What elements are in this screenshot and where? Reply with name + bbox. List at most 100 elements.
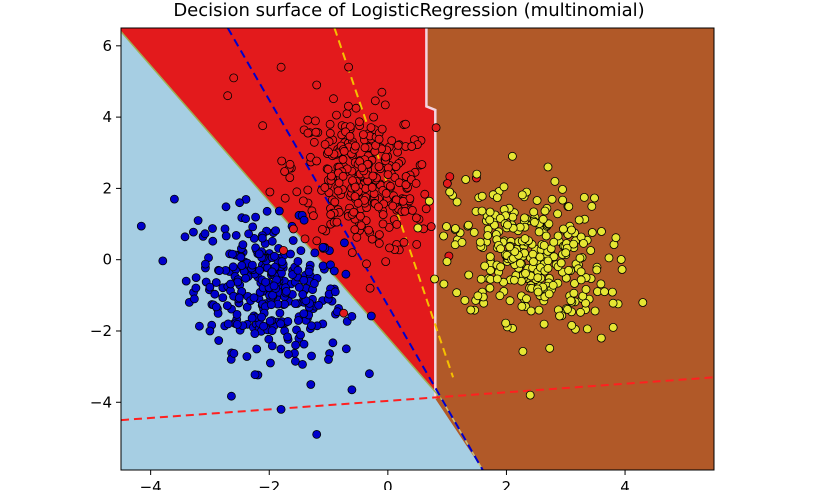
data-point	[314, 300, 324, 310]
data-point	[229, 73, 239, 83]
data-point	[298, 359, 307, 369]
data-point	[522, 294, 531, 304]
data-point	[298, 196, 308, 206]
data-point	[539, 319, 549, 329]
data-point	[505, 242, 515, 252]
data-point	[200, 229, 210, 239]
data-point	[431, 123, 441, 133]
data-point	[227, 249, 237, 259]
data-point	[357, 163, 367, 173]
data-point	[334, 178, 344, 188]
data-point	[279, 245, 288, 255]
data-point	[220, 224, 230, 234]
data-point	[616, 255, 626, 264]
data-point	[579, 238, 588, 248]
data-point	[318, 242, 328, 252]
chart-title: Decision surface of LogisticRegression (…	[173, 0, 645, 21]
data-point	[556, 258, 566, 268]
data-point	[520, 213, 529, 223]
data-point	[483, 231, 493, 240]
data-point	[252, 344, 262, 354]
data-point	[347, 385, 357, 395]
data-point	[477, 191, 487, 201]
data-point	[324, 147, 333, 157]
data-point	[350, 182, 360, 192]
data-point	[276, 319, 286, 329]
data-point	[257, 233, 267, 243]
data-point	[307, 351, 316, 361]
data-point	[466, 305, 476, 315]
series-class-2	[413, 151, 648, 400]
data-point	[320, 183, 330, 192]
data-point	[480, 261, 490, 271]
data-point	[280, 167, 290, 176]
data-point	[517, 276, 526, 286]
data-point	[385, 181, 395, 191]
data-point	[355, 211, 365, 221]
data-point	[452, 197, 462, 207]
data-point	[231, 230, 241, 240]
data-point	[214, 336, 224, 345]
data-point	[189, 294, 199, 304]
data-point	[299, 309, 309, 319]
y-tick-label: 4	[102, 108, 112, 126]
x-tick-label: −2	[258, 478, 280, 490]
data-point	[250, 329, 260, 339]
data-point	[254, 249, 264, 259]
data-point	[267, 326, 277, 336]
y-tick-label: −2	[90, 322, 112, 340]
data-point	[255, 265, 265, 275]
data-point	[463, 220, 473, 230]
data-point	[296, 246, 306, 256]
data-point	[575, 253, 585, 263]
data-point	[345, 131, 355, 141]
data-point	[401, 119, 411, 129]
data-point	[393, 140, 403, 150]
data-point	[205, 326, 215, 336]
data-point	[364, 225, 374, 235]
data-point	[291, 340, 301, 350]
data-point	[590, 193, 599, 203]
data-point	[492, 274, 502, 284]
data-point	[369, 112, 379, 122]
data-point	[317, 224, 327, 234]
data-point	[561, 248, 571, 258]
data-point	[442, 222, 451, 231]
data-point	[221, 202, 231, 212]
data-point	[579, 192, 589, 202]
data-point	[574, 215, 584, 225]
y-tick-label: 0	[102, 251, 112, 269]
data-point	[370, 96, 380, 106]
data-point	[281, 286, 291, 296]
data-point	[503, 220, 512, 230]
data-point	[374, 134, 384, 144]
data-point	[417, 160, 427, 169]
data-point	[381, 257, 391, 267]
data-point	[508, 151, 517, 161]
data-point	[596, 333, 606, 343]
data-point	[439, 279, 449, 289]
data-point	[567, 320, 577, 330]
data-point	[366, 123, 376, 132]
data-point	[293, 316, 303, 325]
x-tick-label: −4	[140, 478, 162, 490]
data-point	[576, 275, 586, 285]
data-point	[330, 197, 340, 207]
data-point	[304, 267, 314, 277]
data-point	[496, 244, 505, 254]
data-point	[339, 308, 349, 318]
hyperplane-class-0	[226, 28, 484, 470]
data-point	[299, 275, 309, 285]
data-point	[586, 246, 596, 255]
data-point	[292, 187, 302, 197]
data-point	[553, 231, 563, 241]
data-point	[303, 115, 313, 125]
data-point	[559, 224, 568, 234]
data-point	[558, 184, 567, 194]
data-point	[485, 283, 495, 293]
data-point	[285, 159, 295, 169]
data-point	[461, 175, 471, 184]
data-point	[350, 225, 360, 235]
data-point	[286, 249, 295, 259]
data-point	[312, 156, 322, 166]
